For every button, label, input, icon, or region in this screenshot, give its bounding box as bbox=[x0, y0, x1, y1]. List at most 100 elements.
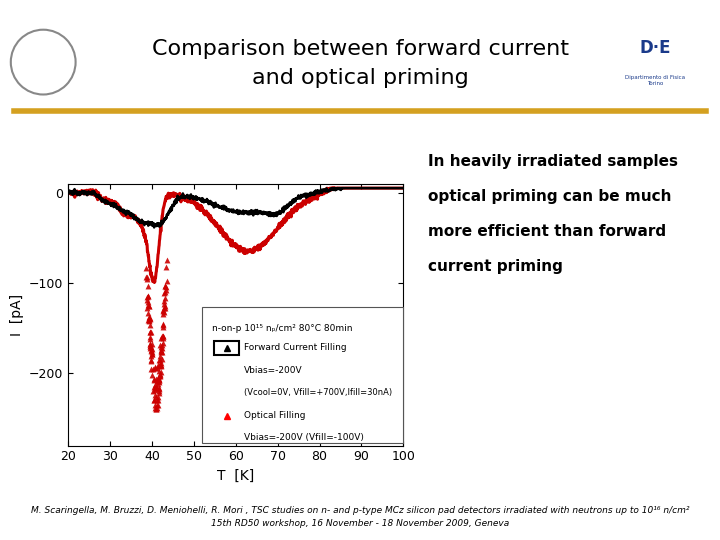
Point bbox=[148, 376, 160, 385]
Point bbox=[152, 396, 163, 405]
Point bbox=[145, 347, 157, 355]
Point bbox=[157, 334, 168, 342]
Point bbox=[158, 300, 170, 309]
Point bbox=[157, 320, 168, 329]
Y-axis label: I  [pA]: I [pA] bbox=[9, 293, 24, 336]
Point bbox=[156, 343, 167, 352]
Point bbox=[158, 320, 169, 329]
Point bbox=[146, 340, 158, 348]
Point bbox=[155, 346, 166, 354]
Point bbox=[153, 361, 165, 370]
Point bbox=[153, 375, 165, 383]
Point bbox=[142, 300, 153, 309]
Point bbox=[155, 369, 166, 378]
Point bbox=[143, 292, 154, 300]
Point bbox=[152, 380, 163, 389]
Text: optical priming can be much: optical priming can be much bbox=[428, 189, 672, 204]
Point bbox=[161, 283, 172, 292]
Point bbox=[145, 341, 156, 350]
Point bbox=[149, 404, 161, 413]
Point bbox=[156, 333, 167, 342]
Point bbox=[150, 391, 161, 400]
Point bbox=[149, 386, 161, 394]
Point bbox=[149, 375, 161, 383]
Point bbox=[161, 276, 172, 285]
Point bbox=[159, 303, 171, 312]
Point bbox=[156, 332, 168, 341]
Text: Forward Current Filling: Forward Current Filling bbox=[244, 343, 347, 352]
Point bbox=[142, 273, 153, 282]
Point bbox=[142, 281, 153, 290]
Point bbox=[150, 381, 161, 390]
Text: current priming: current priming bbox=[428, 259, 563, 274]
Point bbox=[146, 349, 158, 358]
Point bbox=[159, 302, 171, 310]
Point bbox=[158, 309, 169, 318]
Point bbox=[150, 393, 162, 401]
Point bbox=[150, 405, 162, 414]
Point bbox=[143, 298, 154, 306]
Point bbox=[155, 360, 166, 368]
Point bbox=[145, 365, 157, 374]
Point bbox=[142, 308, 153, 317]
Point bbox=[146, 345, 158, 353]
Text: D·E: D·E bbox=[639, 39, 671, 57]
Point bbox=[158, 304, 170, 313]
Point bbox=[143, 301, 154, 310]
X-axis label: T  [K]: T [K] bbox=[217, 469, 254, 483]
Point bbox=[153, 388, 164, 397]
Point bbox=[151, 364, 163, 373]
Text: Comparison between forward current: Comparison between forward current bbox=[151, 38, 569, 59]
Point bbox=[156, 344, 168, 353]
Point bbox=[153, 376, 165, 384]
Point bbox=[144, 344, 156, 353]
Text: Vbias=-200V (Vfill=-100V): Vbias=-200V (Vfill=-100V) bbox=[244, 433, 364, 442]
Text: Optical Filling: Optical Filling bbox=[244, 411, 306, 421]
Point bbox=[143, 313, 155, 322]
Point bbox=[156, 347, 167, 355]
Point bbox=[144, 315, 156, 323]
Point bbox=[159, 281, 171, 290]
Text: M. Scaringella, M. Bruzzi, D. Meniohelli, R. Mori , TSC studies on n- and p-type: M. Scaringella, M. Bruzzi, D. Meniohelli… bbox=[31, 506, 689, 515]
Text: Dipartimento di Fisica
Torino: Dipartimento di Fisica Torino bbox=[625, 75, 685, 86]
Point bbox=[161, 263, 172, 272]
Point bbox=[147, 370, 158, 379]
Point bbox=[156, 355, 167, 363]
Point bbox=[153, 361, 164, 369]
Point bbox=[160, 288, 171, 296]
Point bbox=[158, 289, 170, 298]
Point bbox=[144, 328, 156, 336]
Point bbox=[145, 346, 157, 354]
Point bbox=[145, 356, 157, 365]
Point bbox=[156, 368, 167, 376]
Text: and optical priming: and optical priming bbox=[251, 68, 469, 89]
Point bbox=[151, 401, 163, 409]
Point bbox=[154, 361, 166, 369]
Point bbox=[155, 352, 166, 360]
Point bbox=[153, 356, 165, 364]
Point bbox=[155, 348, 166, 356]
Text: 15th RD50 workshop, 16 November - 18 November 2009, Geneva: 15th RD50 workshop, 16 November - 18 Nov… bbox=[211, 519, 509, 528]
Point bbox=[154, 371, 166, 380]
Point bbox=[150, 375, 162, 383]
Point bbox=[151, 396, 163, 405]
Point bbox=[143, 301, 154, 310]
Point bbox=[144, 333, 156, 341]
Point bbox=[144, 335, 156, 343]
Point bbox=[158, 307, 170, 316]
Point bbox=[150, 401, 161, 410]
Point bbox=[153, 378, 165, 387]
Point bbox=[150, 405, 162, 414]
Point bbox=[145, 339, 156, 348]
Point bbox=[144, 327, 156, 336]
Point bbox=[155, 341, 166, 349]
Point bbox=[142, 304, 153, 313]
Text: (Vcool=0V, Vfill=+700V,Ifill=30nA): (Vcool=0V, Vfill=+700V,Ifill=30nA) bbox=[244, 388, 392, 397]
Point bbox=[156, 362, 167, 370]
Point bbox=[144, 342, 156, 350]
Point bbox=[143, 316, 154, 325]
Point bbox=[157, 306, 168, 314]
Point bbox=[157, 306, 168, 315]
Point bbox=[161, 286, 172, 294]
Point bbox=[141, 275, 153, 284]
